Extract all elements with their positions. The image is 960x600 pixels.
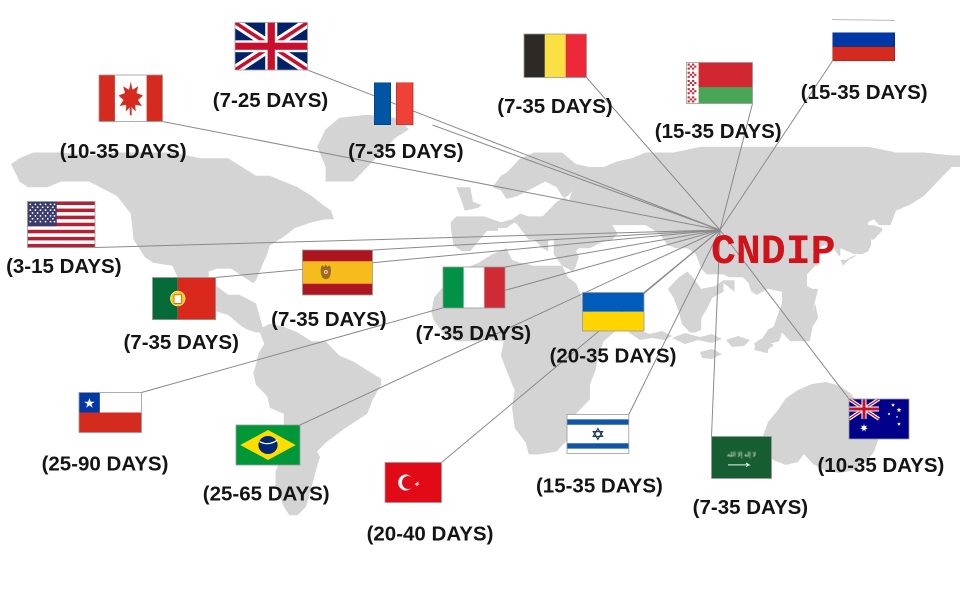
svg-text:(15-35 DAYS): (15-35 DAYS) <box>655 120 782 143</box>
svg-text:(25-65 DAYS): (25-65 DAYS) <box>203 483 330 506</box>
svg-text:(7-35 DAYS): (7-35 DAYS) <box>693 496 808 519</box>
svg-text:(7-35 DAYS): (7-35 DAYS) <box>123 331 238 354</box>
svg-text:(7-35 DAYS): (7-35 DAYS) <box>416 322 531 345</box>
svg-text:(3-15 DAYS): (3-15 DAYS) <box>6 255 121 278</box>
svg-text:(15-35 DAYS): (15-35 DAYS) <box>536 474 663 497</box>
svg-text:(7-35 DAYS): (7-35 DAYS) <box>497 95 612 118</box>
svg-text:(7-35 DAYS): (7-35 DAYS) <box>348 140 463 163</box>
svg-text:(25-90 DAYS): (25-90 DAYS) <box>42 453 169 476</box>
svg-text:(15-35 DAYS): (15-35 DAYS) <box>801 81 928 104</box>
svg-text:(20-40 DAYS): (20-40 DAYS) <box>367 523 494 546</box>
svg-text:(10-35 DAYS): (10-35 DAYS) <box>817 454 944 477</box>
svg-text:(20-35 DAYS): (20-35 DAYS) <box>550 344 677 367</box>
svg-text:(7-35 DAYS): (7-35 DAYS) <box>271 308 386 331</box>
svg-text:(10-35 DAYS): (10-35 DAYS) <box>60 140 187 163</box>
svg-text:CNDIP: CNDIP <box>711 229 836 276</box>
svg-text:(7-25 DAYS): (7-25 DAYS) <box>213 89 328 112</box>
